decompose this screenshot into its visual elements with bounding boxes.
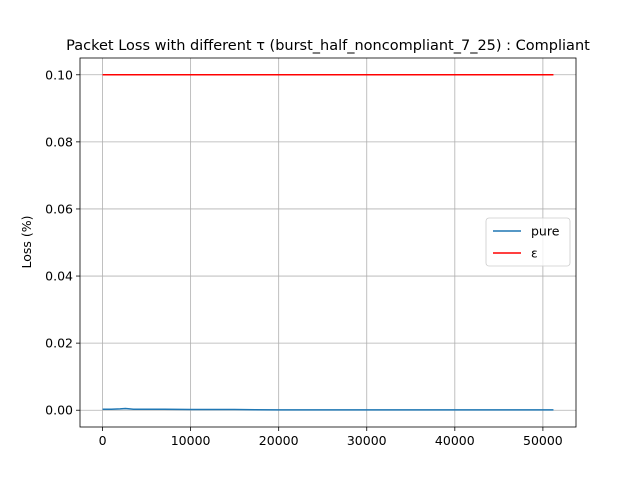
legend-label: pure xyxy=(531,224,560,239)
y-tick-label: 0.00 xyxy=(45,403,73,418)
y-tick-label: 0.06 xyxy=(45,201,73,216)
x-tick-label: 40000 xyxy=(435,433,475,448)
y-tick-label: 0.02 xyxy=(45,336,73,351)
y-tick-label: 0.08 xyxy=(45,134,73,149)
y-axis-label: Loss (%) xyxy=(19,215,34,268)
x-tick-label: 20000 xyxy=(259,433,299,448)
legend-label: ε xyxy=(531,246,538,261)
y-tick-label: 0.10 xyxy=(45,67,73,82)
x-tick-label: 10000 xyxy=(171,433,211,448)
series-lines xyxy=(102,74,554,411)
chart-title: Packet Loss with different τ (burst_half… xyxy=(66,38,590,54)
x-tick-label: 30000 xyxy=(347,433,387,448)
x-tick-label: 0 xyxy=(99,433,107,448)
plot-frame xyxy=(79,57,577,428)
legend-box xyxy=(485,217,571,267)
legend: pure ε xyxy=(485,217,571,267)
axis-ticks: 0 10000 20000 30000 40000 50000 0.00 0.02 0.04 0.… xyxy=(45,67,563,448)
x-tick-label: 50000 xyxy=(523,433,563,448)
series-line-pure xyxy=(102,407,554,411)
y-tick-label: 0.04 xyxy=(45,269,73,284)
